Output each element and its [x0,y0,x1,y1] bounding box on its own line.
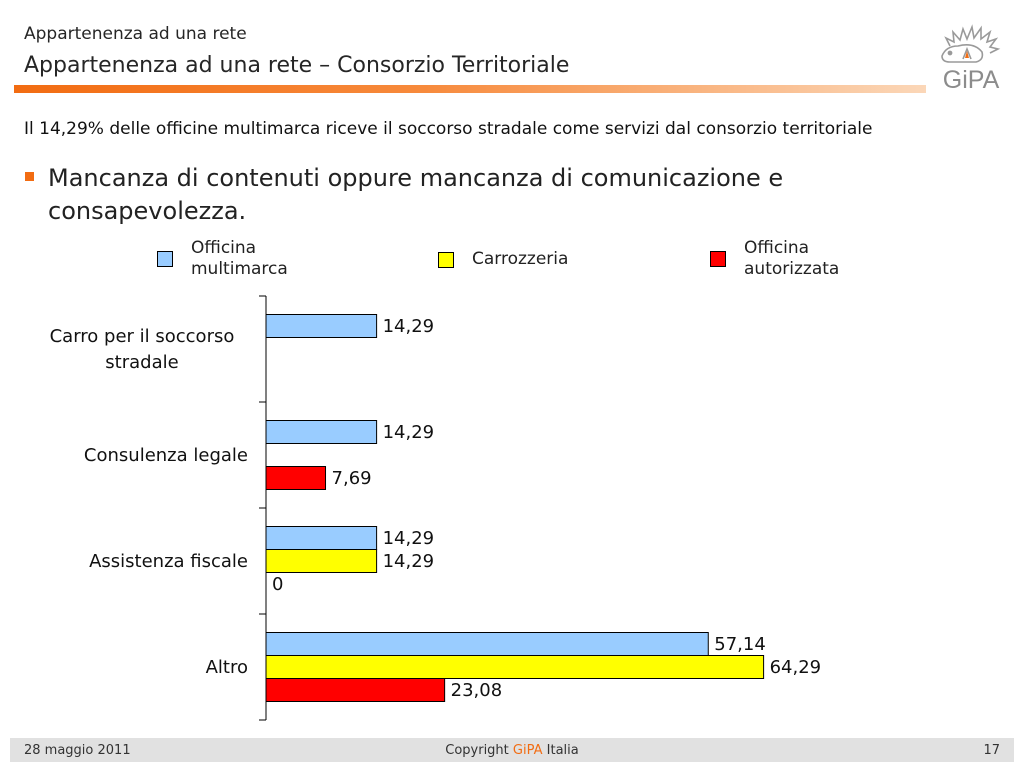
data-label-officina-autorizzata-consulenza-legale: 7,69 [332,468,372,489]
bar-officina-multimarca-consulenza-legale [265,420,378,444]
legend-item-carrozzeria: Carrozzeria [438,249,602,270]
data-label-officina-multimarca-carro-per-il-soccorso-stradale: 14,29 [383,316,435,337]
footer-bar: 28 maggio 2011 Copyright GiPA Italia 17 [10,738,1014,762]
legend-swatch-officina-autorizzata [710,251,726,267]
category-label-altro: Altro [206,657,248,678]
category-label-consulenza-legale: Consulenza legale [84,445,248,466]
copyright-suffix: Italia [542,743,579,758]
legend-label-carrozzeria: Carrozzeria [472,249,569,269]
bar-officina-autorizzata-consulenza-legale [265,466,327,490]
slide-title: Appartenenza ad una rete – Consorzio Ter… [24,53,570,78]
title-underline [14,85,926,93]
bar-carrozzeria-altro [265,655,765,679]
logo-text: GiPA [943,66,1000,94]
category-label-assistenza-fiscale: Assistenza fiscale [89,551,248,572]
bar-carrozzeria-assistenza-fiscale [265,549,378,573]
bar-officina-multimarca-altro [265,632,709,656]
copyright-brand: GiPA [512,743,543,758]
gipa-logo-icon: GiPA [941,24,1001,94]
legend-item-officina-autorizzata: Officina autorizzata [710,238,874,280]
bar-officina-multimarca-carro-per-il-soccorso-stradale [265,314,378,338]
legend-label-officina-autorizzata: Officina autorizzata [744,238,840,279]
legend-swatch-officina-multimarca [157,251,173,267]
data-label-carrozzeria-assistenza-fiscale: 14,29 [383,551,435,572]
legend-swatch-carrozzeria [438,251,454,268]
category-label-line: Consulenza legale [84,445,248,466]
category-label-line: Carro per il soccorso [50,326,235,347]
legend-item-officina-multimarca: Officina multimarca [157,238,321,280]
category-label-line: Assistenza fiscale [89,551,248,572]
data-label-officina-autorizzata-assistenza-fiscale: 0 [272,574,283,595]
footer-copyright: Copyright GiPA Italia [10,743,1014,758]
category-label-line: Altro [206,657,248,678]
data-label-officina-autorizzata-altro: 23,08 [451,680,503,701]
legend-label-officina-multimarca: Officina multimarca [191,238,288,279]
bullet-text: Mancanza di contenuti oppure mancanza di… [48,164,784,225]
footer-date: 28 maggio 2011 [24,743,131,758]
copyright-prefix: Copyright [445,743,513,758]
footer-page-number: 17 [983,743,1000,758]
data-label-carrozzeria-altro: 64,29 [770,657,822,678]
slide-supertitle: Appartenenza ad una rete [24,24,247,44]
data-label-officina-multimarca-assistenza-fiscale: 14,29 [383,528,435,549]
data-label-officina-multimarca-altro: 57,14 [714,634,766,655]
category-label-carro-per-il-soccorso-stradale: Carro per il soccorso stradale [50,326,235,373]
summary-statement: Il 14,29% delle officine multimarca rice… [24,119,873,139]
category-label-line: stradale [105,352,178,373]
bar-officina-autorizzata-altro [265,678,446,702]
bullet-marker [25,172,34,181]
data-label-officina-multimarca-consulenza-legale: 14,29 [383,422,435,443]
bar-officina-multimarca-assistenza-fiscale [265,526,378,550]
